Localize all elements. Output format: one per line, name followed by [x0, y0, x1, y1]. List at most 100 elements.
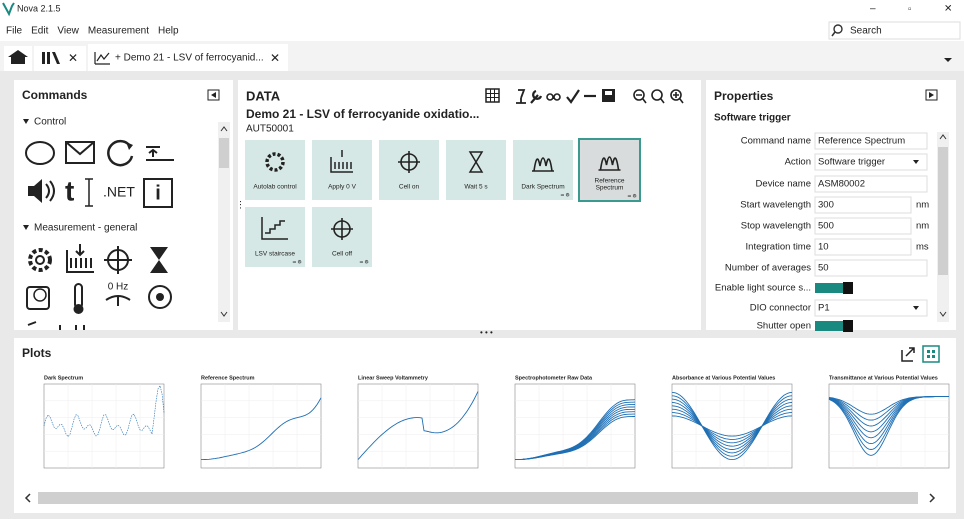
- maximize[interactable]: ▫: [908, 3, 911, 13]
- plots-title: Plots: [22, 346, 52, 360]
- save-button[interactable]: [602, 89, 615, 102]
- library-close[interactable]: ✕: [68, 51, 78, 65]
- repeat-icon[interactable]: [107, 139, 134, 167]
- wrench-button[interactable]: [530, 89, 543, 104]
- command-tile[interactable]: [446, 140, 506, 200]
- plot-curve: [43, 384, 165, 438]
- procedure-tab[interactable]: [88, 44, 288, 71]
- tile-label: Dark Spectrum: [521, 184, 564, 191]
- text-icon[interactable]: t: [65, 175, 74, 206]
- repeat-arrow: [126, 142, 133, 150]
- frequency-icon-label[interactable]: 0 Hz: [108, 282, 129, 293]
- plot-curve: [671, 408, 793, 444]
- search-box[interactable]: [828, 21, 961, 40]
- plot-thumbnail-title[interactable]: Dark Spectrum: [44, 375, 83, 381]
- search-placeholder: Search: [850, 26, 882, 37]
- tab-overflow[interactable]: [944, 58, 952, 62]
- apply-icon[interactable]: [66, 244, 94, 273]
- property-field[interactable]: [814, 175, 928, 193]
- email-icon[interactable]: [65, 141, 95, 164]
- menu-item[interactable]: Measurement: [88, 26, 149, 37]
- minimize[interactable]: –: [870, 4, 876, 15]
- command-tile[interactable]: [513, 140, 573, 200]
- link-button[interactable]: [546, 93, 561, 101]
- group-arrow[interactable]: [23, 119, 29, 124]
- dropdown-arrow[interactable]: [913, 160, 919, 164]
- spectrum-icon: [532, 157, 554, 172]
- command-tile[interactable]: [312, 140, 372, 200]
- splitter-handle[interactable]: • • •: [480, 328, 493, 337]
- zoom-fit-button[interactable]: [651, 89, 663, 101]
- record-icon[interactable]: [26, 286, 50, 310]
- cell-icon-cross: [331, 218, 353, 240]
- zoom-in-button[interactable]: [670, 89, 682, 101]
- splitter-handle[interactable]: ⋮: [236, 199, 245, 209]
- import-icon[interactable]: [146, 146, 174, 161]
- horizontal-scrollbar[interactable]: [38, 492, 918, 504]
- sound-icon[interactable]: [28, 179, 42, 203]
- property-field[interactable]: [814, 238, 912, 256]
- spectrum-icon: [598, 156, 621, 171]
- grid-view-button[interactable]: [485, 88, 500, 103]
- property-field[interactable]: [814, 153, 928, 171]
- scrollbar-thumb[interactable]: [938, 147, 948, 275]
- dock-button[interactable]: [925, 89, 938, 101]
- scroll-down[interactable]: [939, 311, 947, 317]
- property-field[interactable]: [814, 299, 928, 317]
- property-field[interactable]: [814, 196, 912, 214]
- message-icon[interactable]: [25, 141, 55, 165]
- layout-button[interactable]: [922, 345, 940, 363]
- command-tile[interactable]: [245, 207, 305, 267]
- scroll-up[interactable]: [220, 126, 228, 132]
- property-unit: nm: [916, 200, 929, 211]
- microscope-button[interactable]: [516, 89, 526, 104]
- property-field[interactable]: [814, 259, 928, 277]
- layout-glyph: [927, 350, 935, 358]
- property-label: Enable light source s...: [715, 283, 811, 294]
- procedure-tab-close[interactable]: ✕: [270, 51, 280, 65]
- menu-item[interactable]: Help: [158, 26, 179, 37]
- plot-frame: [43, 383, 165, 469]
- plot-thumbnail-title[interactable]: Linear Sweep Voltammetry: [358, 375, 429, 381]
- group-arrow[interactable]: [23, 225, 29, 230]
- menu-item[interactable]: Edit: [31, 26, 48, 37]
- property-field[interactable]: [814, 217, 912, 235]
- info-icon[interactable]: [143, 178, 173, 208]
- plot-thumbnail-title[interactable]: Reference Spectrum: [201, 375, 255, 381]
- popout-button[interactable]: [901, 347, 915, 362]
- procedure-name: Demo 21 - LSV of ferrocyanide oxidatio..…: [246, 107, 479, 121]
- dropdown-arrow[interactable]: [913, 306, 919, 310]
- menu-item[interactable]: File: [6, 26, 23, 37]
- wait-icon[interactable]: [150, 247, 168, 273]
- scroll-up[interactable]: [939, 134, 947, 140]
- menu-item[interactable]: View: [57, 26, 79, 37]
- toggle-switch[interactable]: [815, 283, 853, 293]
- dotnet-icon[interactable]: .NET: [103, 184, 135, 200]
- scroll-right[interactable]: [929, 493, 936, 503]
- close[interactable]: ✕: [944, 4, 952, 15]
- scrollbar[interactable]: [218, 122, 230, 322]
- zoom-out-button[interactable]: [633, 89, 645, 101]
- cell-icon-cross: [398, 151, 420, 173]
- properties-title: Properties: [714, 89, 774, 103]
- scroll-down[interactable]: [220, 311, 228, 317]
- tile-label: Autolab control: [253, 184, 297, 191]
- toggle-switch[interactable]: [815, 321, 853, 331]
- plot-thumbnail-title[interactable]: Spectrophotometer Raw Data: [515, 375, 593, 381]
- collapse-button[interactable]: [207, 89, 220, 101]
- check-button[interactable]: [566, 89, 580, 104]
- rotate-icon[interactable]: [148, 285, 172, 309]
- scroll-left[interactable]: [24, 493, 31, 503]
- plot-thumbnail-title[interactable]: Absorbance at Various Potential Values: [672, 375, 775, 381]
- command-tile[interactable]: [578, 138, 641, 202]
- info-icon-label: i: [155, 182, 161, 204]
- plot-thumbnail-title[interactable]: Transmittance at Various Potential Value…: [829, 375, 938, 381]
- autolab-icon[interactable]: [28, 248, 52, 272]
- library-tab[interactable]: [34, 46, 86, 71]
- save-button-label: [605, 91, 612, 95]
- autolab-icon: [265, 152, 285, 172]
- plot-curve: [828, 396, 949, 456]
- property-value: Reference Spectrum: [818, 136, 905, 147]
- property-field[interactable]: [814, 132, 928, 150]
- scrollbar-thumb[interactable]: [219, 138, 229, 168]
